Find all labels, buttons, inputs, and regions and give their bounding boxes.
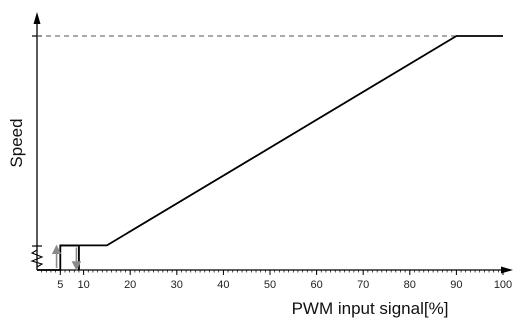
speed-curve-line [37,35,503,271]
x-axis-arrow [501,266,513,274]
hysteresis-region [51,244,82,271]
x-tick-label: 100 [494,279,512,291]
x-tick-label: 5 [57,279,63,291]
y-axis-break-mark [30,249,44,268]
x-tick-label: 70 [357,279,369,291]
x-tick-label: 50 [264,279,276,291]
x-tick-label: 90 [450,279,462,291]
x-tick-label: 20 [124,279,136,291]
x-tick-label: 40 [217,279,229,291]
x-tick-label: 10 [77,279,89,291]
y-axis-arrow [33,12,41,24]
x-axis-title: PWM input signal[%] [292,299,449,318]
x-tick-label: 80 [404,279,416,291]
y-axis-title: Speed [7,118,26,167]
x-tick-label: 30 [171,279,183,291]
x-tick-label: 60 [310,279,322,291]
x-axis-ticks: 5 10 20 30 40 50 60 70 80 90 100 [41,270,512,291]
